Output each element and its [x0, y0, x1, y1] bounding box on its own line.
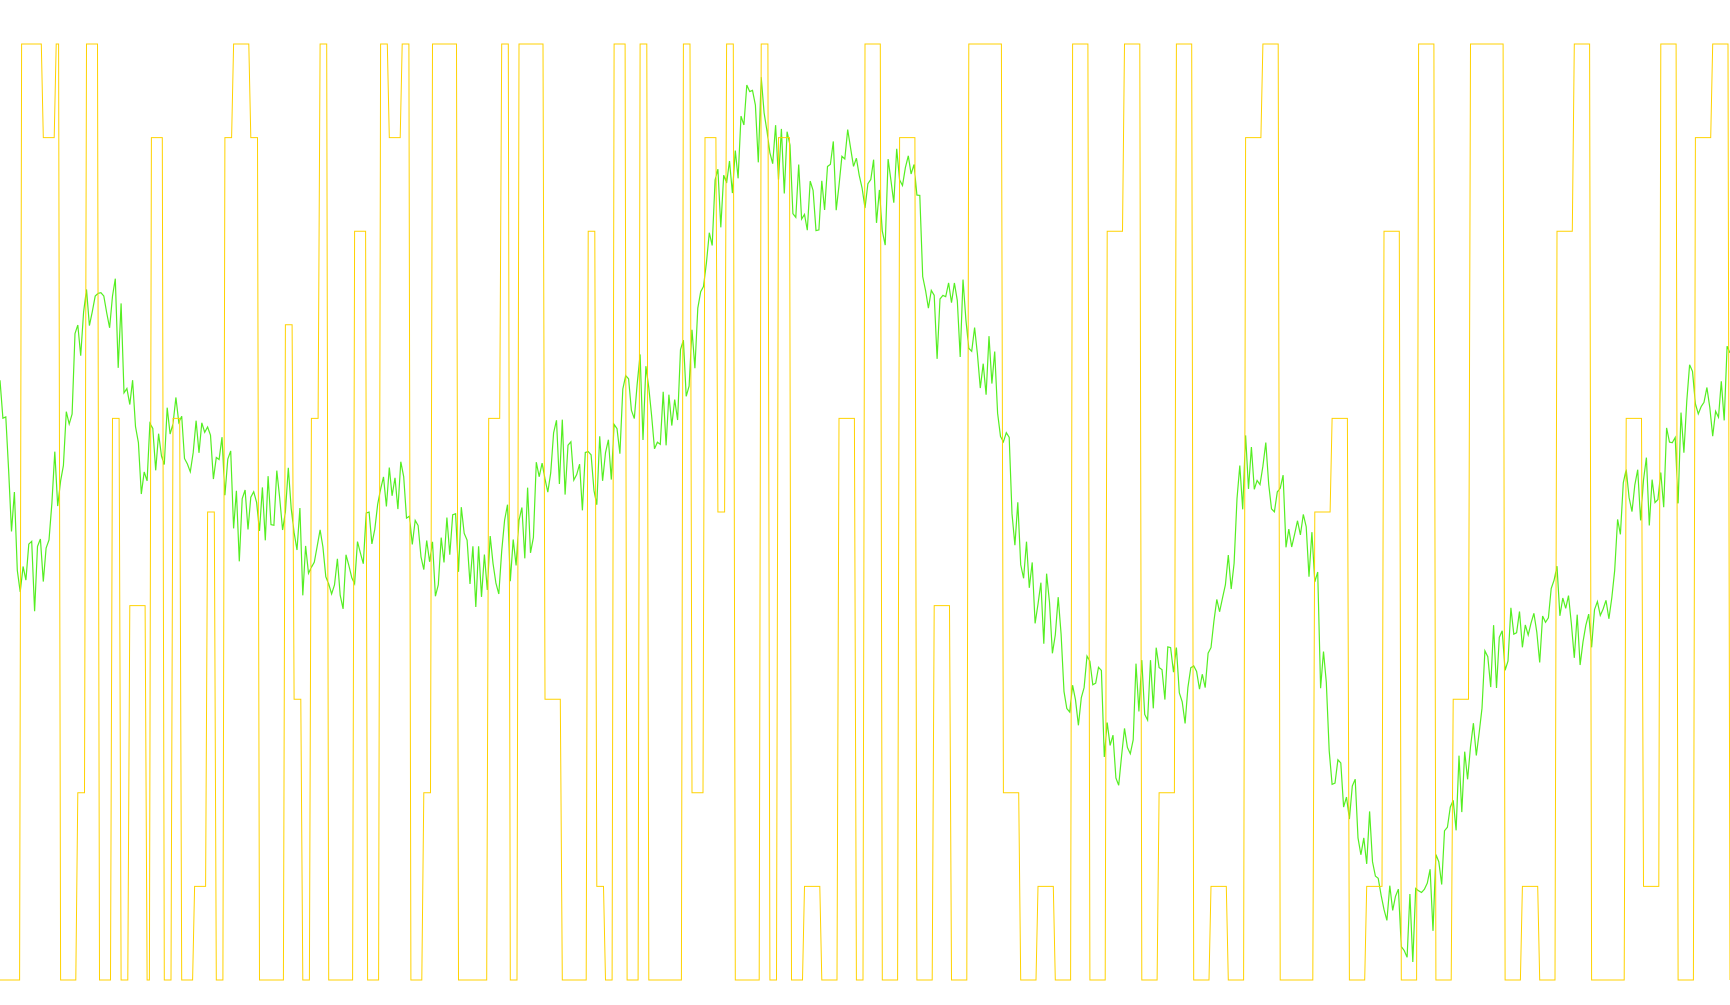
oscillator-line	[0, 43, 1730, 981]
plot-area	[0, 43, 1730, 981]
